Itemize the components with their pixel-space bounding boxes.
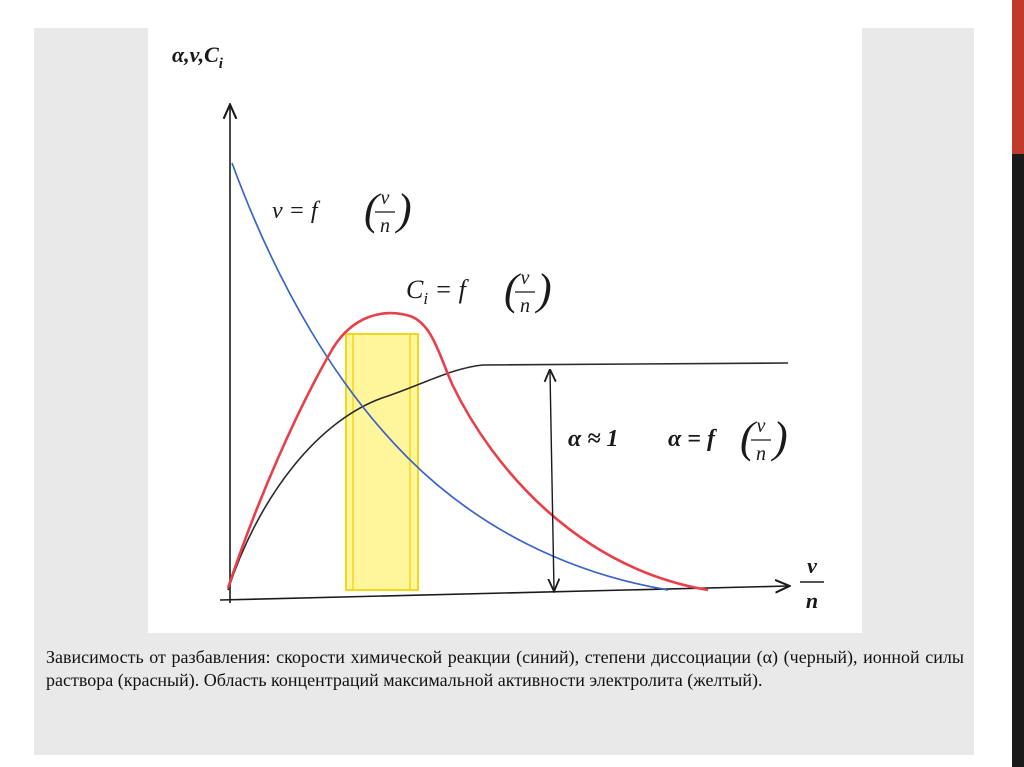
x-axis-label-denominator: n (806, 588, 818, 613)
alpha-label-rparen: ) (770, 413, 788, 462)
y-axis-label: α,v,Ci (172, 42, 224, 72)
alpha-label-lparen: ( (740, 413, 757, 462)
alpha-curve (227, 362, 789, 591)
diagram-figure: α,v,Ci v n v = f ( v n ) Ci = f ( v n ) … (148, 28, 862, 633)
accent-bar-dark (1012, 154, 1024, 767)
alpha-one-annotation: α ≈ 1 (568, 426, 618, 452)
ionic-label-numerator: v (521, 267, 530, 289)
x-axis-label-numerator: v (807, 553, 817, 578)
ionic-label-denominator: n (520, 295, 530, 317)
rate-label-rparen: ) (394, 185, 412, 234)
alpha-one-arrow (550, 372, 554, 590)
rate-curve-label: v = f (272, 198, 321, 224)
figure-caption: Зависимость от разбавления: скорости хим… (46, 647, 964, 690)
rate-curve (231, 162, 669, 591)
ionic-label-rparen: ) (534, 265, 552, 314)
diagram-svg: α,v,Ci v n v = f ( v n ) Ci = f ( v n ) … (172, 42, 824, 613)
rate-label-lparen: ( (364, 185, 381, 234)
ionic-label-lparen: ( (504, 265, 521, 314)
accent-bar-red (1012, 0, 1024, 154)
ionic-strength-curve (226, 311, 709, 592)
rate-label-numerator: v (381, 187, 390, 209)
alpha-label-numerator: v (757, 415, 766, 437)
ionic-strength-curve-label: Ci = f (406, 275, 470, 308)
max-activity-region (345, 333, 419, 591)
alpha-label-denominator: n (756, 443, 766, 465)
rate-label-denominator: n (380, 215, 390, 237)
alpha-curve-label: α = f (668, 426, 717, 452)
